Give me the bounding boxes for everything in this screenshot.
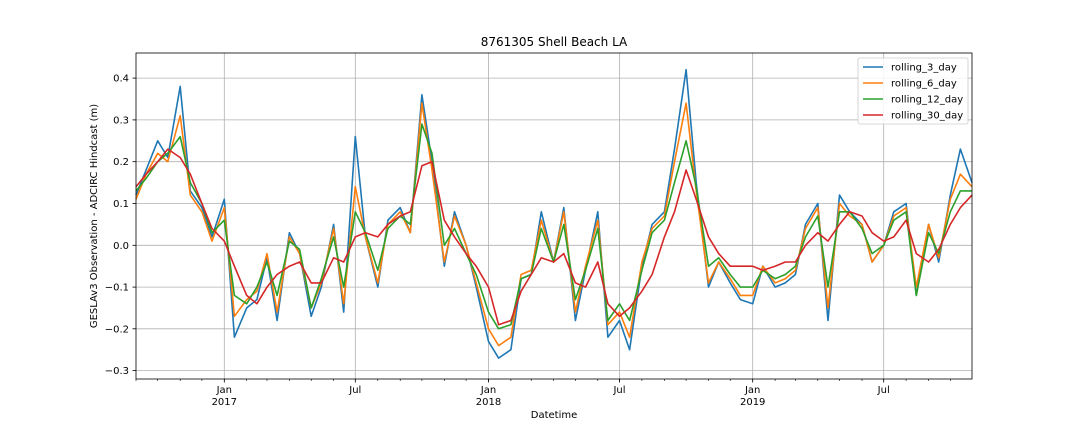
series-lines [135,68,973,359]
legend: rolling_3_day rolling_6_day rolling_12_day… [857,57,969,125]
legend-label: rolling_30_day [891,111,963,122]
x-tick-label: Jan [216,385,232,396]
legend-label: rolling_3_day [891,63,957,74]
y-tick-label: −0.3 [105,366,129,377]
x-tick-label: Jul [348,385,361,396]
y-tick-label: 0.2 [113,157,129,168]
chart-title: 8761305 Shell Beach LA [481,35,628,49]
x-tick-label: Jul [877,385,890,396]
y-axis-label: GESLAv3 Observation - ADCIRC Hindcast (m… [89,104,100,328]
legend-box [857,57,969,125]
x-tick-label: Jan [744,385,760,396]
y-tick-label: 0.3 [113,115,129,126]
x-tick-year-label: 2017 [212,397,237,408]
legend-label: rolling_12_day [891,95,963,106]
x-tick-year-label: 2019 [740,397,765,408]
x-axis-label: Datetime [531,410,578,421]
x-tick-year-label: 2018 [476,397,501,408]
y-axis-ticks: 0.4 0.3 0.2 0.1 0.0 −0.1 −0.2 −0.3 [105,74,136,377]
y-tick-label: 0.0 [113,241,129,252]
y-tick-label: 0.1 [113,199,129,210]
y-tick-label: −0.2 [105,324,129,335]
series-line-rolling-30-day [135,148,973,326]
plot-frame [135,52,973,380]
y-tick-label: 0.4 [113,74,129,85]
x-tick-label: Jan [480,385,496,396]
x-tick-label: Jul [612,385,625,396]
legend-label: rolling_6_day [891,79,957,90]
y-tick-label: −0.1 [105,283,129,294]
